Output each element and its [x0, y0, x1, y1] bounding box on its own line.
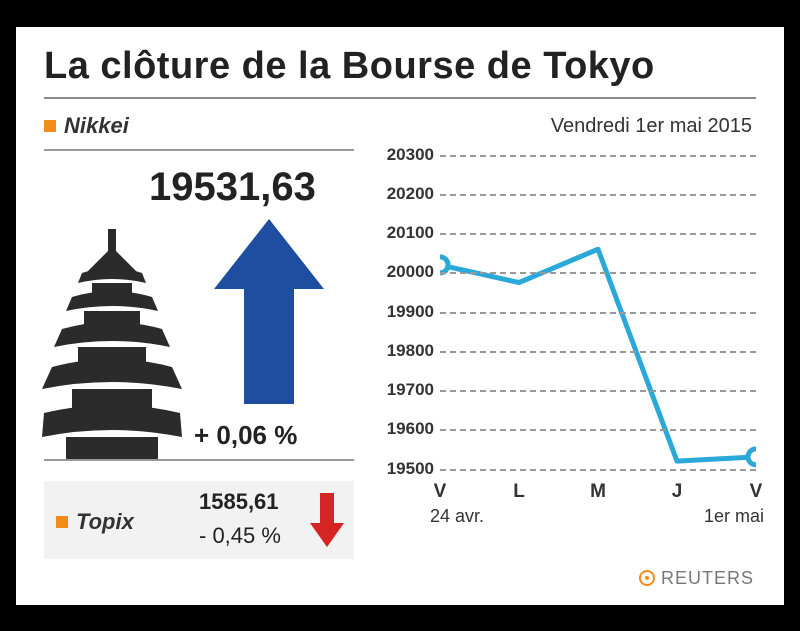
grid-line: [440, 194, 756, 196]
topix-marker-icon: [56, 516, 68, 528]
topix-panel: Topix 1585,61 - 0,45 %: [44, 481, 354, 559]
title-rule: [44, 97, 756, 99]
nikkei-marker-icon: [44, 120, 56, 132]
nikkei-value: 19531,63: [149, 165, 316, 210]
arrow-up-icon: [214, 219, 324, 404]
x-tick-label: L: [499, 481, 539, 503]
nikkei-label-text: Nikkei: [64, 113, 129, 138]
source-text: REUTERS: [661, 568, 754, 588]
x-tick-label: V: [736, 481, 776, 503]
x-tick-label: J: [657, 481, 697, 503]
nikkei-change: + 0,06 %: [194, 420, 297, 451]
x-tick-label: V: [420, 481, 460, 503]
y-tick-label: 19500: [378, 459, 434, 479]
y-tick-label: 20300: [378, 145, 434, 165]
nikkei-line-chart: 20300 20200 20100 20000 19900 19800 19700 19600…: [378, 147, 756, 527]
arrow-down-icon: [310, 493, 344, 547]
grid-line: [440, 351, 756, 353]
page-title: La clôture de la Bourse de Tokyo: [44, 45, 655, 88]
grid-line: [440, 312, 756, 314]
reuters-logo-icon: [639, 570, 655, 586]
y-tick-label: 20000: [378, 262, 434, 282]
topix-value: 1585,61: [199, 489, 279, 515]
infographic-card: La clôture de la Bourse de Tokyo Nikkei …: [16, 27, 784, 605]
x-end-label: 1er mai: [704, 506, 764, 527]
nikkei-legend: Nikkei: [44, 113, 129, 139]
y-tick-label: 19600: [378, 419, 434, 439]
chart-marker: [748, 448, 756, 464]
date-label: Vendredi 1er mai 2015: [551, 115, 752, 138]
pagoda-icon: [42, 229, 182, 459]
y-tick-label: 19800: [378, 341, 434, 361]
nikkei-panel: 19531,63: [44, 149, 354, 461]
grid-line: [440, 272, 756, 274]
y-tick-label: 19900: [378, 302, 434, 322]
topix-legend: Topix: [56, 509, 134, 535]
chart-marker: [440, 256, 448, 272]
source-label: REUTERS: [639, 568, 754, 589]
grid-line: [440, 390, 756, 392]
outer-frame: La clôture de la Bourse de Tokyo Nikkei …: [0, 0, 800, 631]
x-start-label: 24 avr.: [430, 506, 484, 527]
grid-line: [440, 429, 756, 431]
topix-label-text: Topix: [76, 509, 134, 534]
panel-bottom-rule: [44, 459, 354, 461]
y-tick-label: 20100: [378, 223, 434, 243]
x-tick-label: M: [578, 481, 618, 503]
y-tick-label: 20200: [378, 184, 434, 204]
grid-line: [440, 233, 756, 235]
panel-top-rule: [44, 149, 354, 151]
y-tick-label: 19700: [378, 380, 434, 400]
grid-line: [440, 469, 756, 471]
grid-line: [440, 155, 756, 157]
topix-change: - 0,45 %: [199, 523, 281, 549]
